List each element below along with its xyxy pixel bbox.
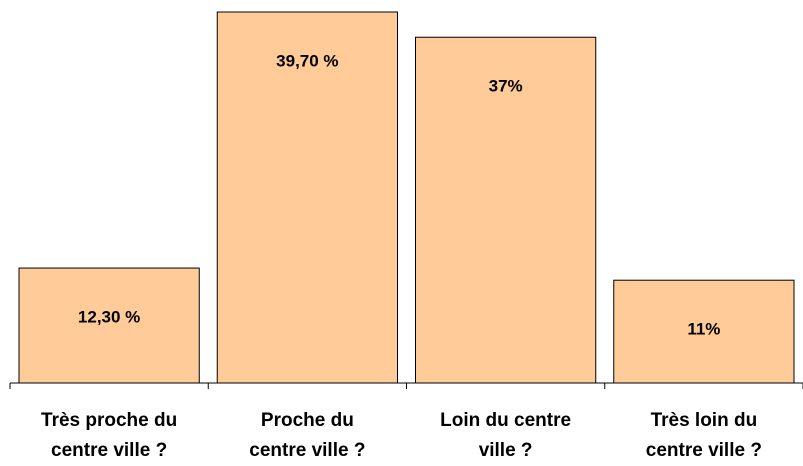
x-tick-label: Proche du centre ville ? [249, 410, 365, 461]
bar [415, 36, 597, 384]
value-label: 12,30 % [78, 308, 140, 327]
bar [613, 279, 795, 384]
value-label: 37% [489, 77, 523, 96]
x-tick-label: Très proche du centre ville ? [41, 410, 177, 461]
x-tick-label: Très loin du centre ville ? [646, 410, 762, 461]
bar [216, 11, 398, 384]
value-label: 11% [687, 320, 720, 339]
value-label: 39,70 % [276, 51, 338, 70]
bar [18, 267, 200, 384]
x-tick-label: Loin du centre ville ? [440, 410, 571, 461]
